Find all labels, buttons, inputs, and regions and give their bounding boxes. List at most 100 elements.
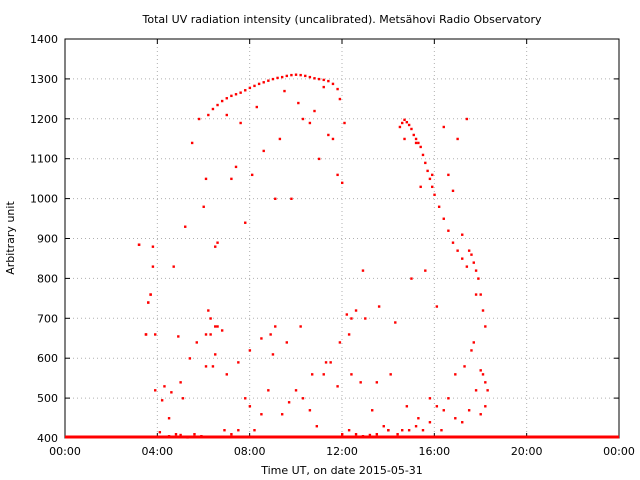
data-point	[204, 365, 208, 368]
data-point	[274, 197, 277, 200]
data-point	[442, 217, 445, 220]
data-point	[280, 75, 284, 79]
grid	[65, 39, 619, 438]
data-point	[170, 391, 173, 394]
x-tick-label: 04:00	[141, 445, 173, 458]
data-point	[451, 241, 455, 244]
data-point	[403, 137, 406, 141]
data-point	[211, 107, 215, 111]
data-point	[267, 389, 270, 392]
data-point	[301, 397, 305, 400]
data-point	[253, 84, 256, 88]
data-point	[322, 85, 325, 89]
data-point	[294, 389, 298, 392]
data-point	[220, 329, 224, 332]
data-point	[137, 243, 141, 246]
data-point	[255, 105, 258, 109]
data-point	[481, 309, 485, 312]
data-point	[424, 161, 427, 165]
data-point	[262, 149, 265, 153]
data-point	[299, 73, 302, 77]
data-point	[467, 249, 471, 252]
data-point	[237, 361, 240, 364]
data-point	[421, 429, 425, 432]
data-point	[396, 433, 399, 436]
data-point	[407, 123, 411, 127]
data-point	[260, 337, 263, 340]
data-point	[341, 433, 344, 436]
data-point	[484, 381, 487, 384]
data-point	[278, 137, 282, 141]
data-point	[403, 118, 406, 121]
y-tick-labels: 400 500 600 700 800 900 1000 1100 1200 1300 1400	[30, 33, 58, 445]
data-point	[225, 97, 228, 100]
data-point	[354, 309, 358, 312]
data-point	[188, 357, 192, 360]
data-point	[481, 373, 485, 376]
x-tick-label: 12:00	[326, 445, 358, 458]
data-point	[177, 335, 180, 338]
y-tick-label: 500	[37, 392, 58, 405]
data-point	[377, 305, 381, 308]
data-point	[190, 141, 194, 145]
data-point	[375, 433, 379, 436]
data-point	[405, 120, 409, 124]
data-point	[484, 325, 487, 328]
data-point	[248, 349, 252, 352]
data-point	[202, 205, 205, 208]
data-point	[290, 197, 293, 200]
data-point	[204, 333, 208, 336]
data-point	[315, 425, 319, 428]
data-point	[285, 74, 288, 78]
data-point	[216, 241, 219, 244]
data-point	[271, 77, 275, 81]
data-point	[417, 417, 420, 420]
data-point	[244, 221, 247, 224]
data-point	[250, 173, 254, 177]
data-point	[387, 429, 390, 432]
data-point	[437, 205, 441, 208]
data-point	[414, 137, 418, 141]
data-point	[160, 399, 164, 402]
data-point	[421, 153, 425, 157]
data-point	[230, 177, 233, 181]
data-point	[472, 341, 475, 344]
data-point	[216, 103, 219, 107]
data-point	[149, 293, 152, 296]
data-point	[280, 413, 284, 416]
x-tick-labels: 00:00 04:00 08:00 12:00 16:00 20:00 00:00	[49, 445, 635, 458]
y-axis-label: Arbitrary unit	[4, 201, 17, 275]
x-tick-label: 00:00	[49, 445, 81, 458]
data-point	[463, 365, 466, 368]
data-point	[214, 325, 217, 328]
data-point	[193, 433, 196, 436]
data-point	[294, 73, 298, 76]
data-point	[345, 313, 349, 316]
data-point	[209, 333, 212, 336]
x-tick-label: 08:00	[234, 445, 266, 458]
data-point	[361, 435, 365, 438]
data-point	[454, 417, 457, 420]
data-point	[163, 385, 166, 388]
data-point	[435, 405, 439, 408]
data-point	[410, 277, 413, 280]
data-point	[239, 121, 242, 125]
data-point	[426, 169, 429, 173]
data-point	[204, 177, 208, 181]
data-point	[154, 333, 157, 336]
data-point	[331, 82, 335, 86]
data-point	[442, 125, 445, 129]
data-point	[244, 89, 247, 92]
y-tick-label: 1300	[30, 73, 58, 86]
data-point	[179, 433, 182, 437]
data-point	[248, 86, 252, 90]
data-point	[216, 325, 219, 328]
data-point	[211, 365, 215, 368]
data-point	[299, 325, 302, 328]
data-point	[336, 173, 339, 177]
y-tick-label: 700	[37, 312, 58, 325]
data-point	[220, 99, 224, 103]
data-point	[317, 157, 321, 161]
data-point	[271, 353, 275, 356]
x-tick-label: 00:00	[603, 445, 635, 458]
